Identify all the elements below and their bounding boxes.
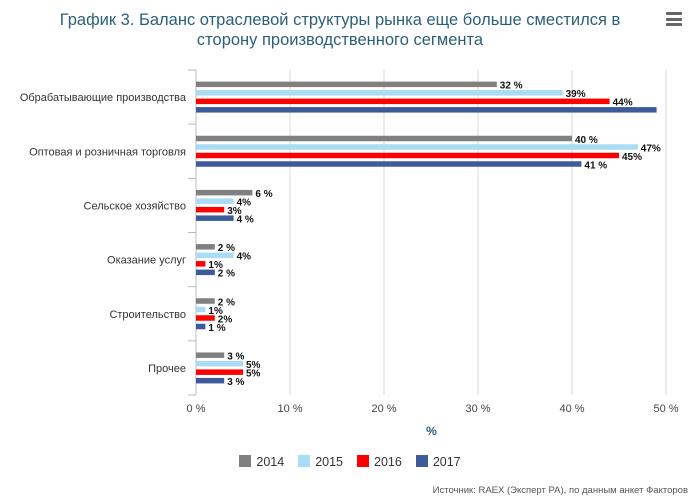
bar (196, 306, 206, 313)
x-tick-label: 20 % (371, 403, 396, 415)
x-tick-label: 40 % (559, 403, 584, 415)
legend-swatch (357, 455, 369, 467)
bar (196, 261, 206, 267)
bar (196, 152, 619, 159)
data-label: 40 % (575, 135, 598, 146)
data-label: 4 % (237, 214, 254, 225)
data-label: 39% (566, 89, 586, 100)
category-label: Прочее (148, 363, 186, 375)
data-label: 3 % (227, 351, 244, 362)
bar (196, 144, 638, 150)
data-label: 5% (246, 368, 261, 379)
legend-item[interactable]: 2015 (298, 455, 343, 469)
x-tick-label: 50 % (653, 403, 678, 415)
x-axis-label: % (426, 424, 437, 438)
data-label: 3% (227, 206, 242, 217)
bar (196, 352, 225, 358)
data-label: 2 % (218, 269, 235, 280)
bar (196, 98, 610, 105)
chart-title: График 3. Баланс отраслевой структуры ры… (59, 11, 621, 49)
bar (196, 315, 215, 321)
chart-legend: 2014 2015 2016 2017 (0, 455, 700, 469)
bar (196, 252, 234, 259)
bar (196, 298, 215, 304)
data-label: 47% (641, 143, 661, 154)
bar (196, 161, 582, 167)
legend-label: 2017 (432, 455, 461, 469)
bar (196, 323, 206, 330)
bar (196, 81, 497, 88)
bar (196, 90, 563, 96)
data-label: 2% (218, 314, 233, 325)
data-label: 44% (613, 98, 633, 109)
category-label: Оптовая и розничная торговля (29, 146, 186, 158)
data-label: 2 % (218, 297, 235, 308)
bar (196, 269, 215, 276)
source-note: Источник: RAEX (Эксперт РА), по данным а… (432, 485, 688, 496)
data-label: 4% (237, 252, 252, 263)
bar (196, 377, 225, 384)
legend-swatch (239, 455, 252, 467)
legend-label: 2015 (315, 455, 343, 469)
data-label: 41 % (584, 160, 607, 171)
bar (196, 369, 243, 375)
bar (196, 244, 215, 250)
x-tick-label: 30 % (465, 403, 490, 415)
bar (196, 198, 234, 204)
x-tick-label: 0 % (187, 403, 206, 415)
bar-chart: 0 % 10 % 20 % 30 % 40 % 50 %% Обрабатывающие п… (20, 69, 679, 438)
data-label: 1% (208, 306, 223, 317)
data-label: 32 % (500, 81, 523, 92)
bar (196, 215, 234, 221)
x-tick-label: 10 % (277, 403, 302, 415)
legend-label: 2014 (256, 455, 285, 469)
bar (196, 189, 253, 196)
category-label: Строительство (109, 309, 186, 321)
bar (196, 135, 572, 142)
legend-item[interactable]: 2014 (239, 455, 284, 469)
bar (196, 360, 243, 367)
legend-item[interactable]: 2017 (415, 455, 461, 469)
data-label: 3 % (227, 377, 244, 388)
legend-swatch (298, 455, 311, 467)
legend-item[interactable]: 2016 (357, 455, 402, 469)
data-label: 1 % (208, 323, 225, 334)
legend-label: 2016 (374, 455, 402, 469)
data-label: 5% (246, 360, 261, 371)
category-label: Сельское хозяйство (84, 200, 186, 212)
category-label: Обрабатывающие производства (20, 92, 187, 104)
legend-swatch (415, 455, 428, 467)
data-label: 6 % (255, 189, 272, 200)
hamburger-menu-icon[interactable] (666, 12, 682, 26)
bar (196, 107, 657, 113)
bar (196, 206, 225, 213)
data-label: 1% (208, 260, 223, 271)
data-label: 4% (237, 197, 252, 208)
data-label: 45% (622, 152, 642, 163)
data-label: 2 % (218, 243, 235, 254)
category-label: Оказание услуг (107, 255, 186, 267)
